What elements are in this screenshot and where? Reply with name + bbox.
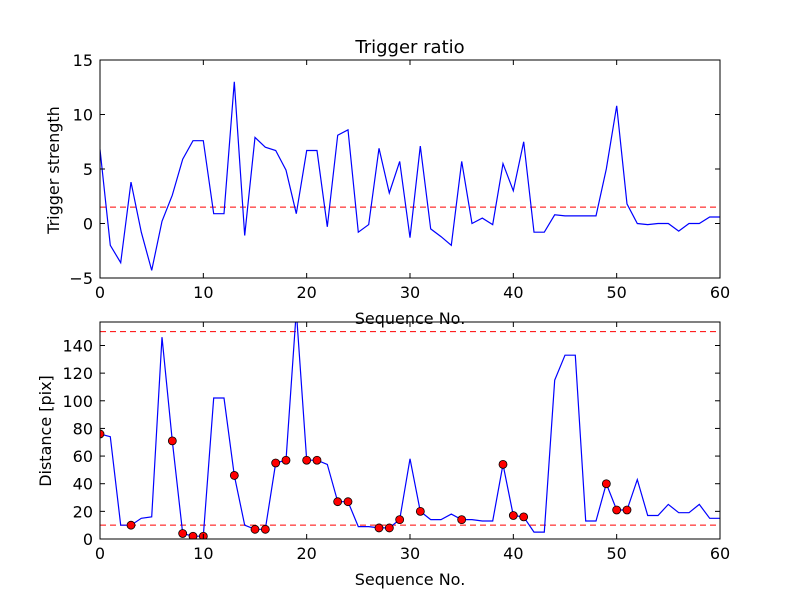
data-point-marker bbox=[167, 436, 177, 446]
y-tick-label: 10 bbox=[73, 106, 93, 125]
data-point-marker bbox=[250, 524, 260, 534]
data-point-marker bbox=[178, 529, 188, 538]
data-point-marker bbox=[612, 505, 622, 515]
trigger-plot-area bbox=[100, 81, 720, 271]
y-tick-label: 5 bbox=[83, 160, 93, 179]
data-point-marker bbox=[519, 512, 529, 522]
data-point-marker bbox=[333, 497, 343, 507]
y-tick-label: 40 bbox=[73, 475, 93, 494]
x-tick-label: 40 bbox=[503, 544, 523, 563]
data-point-marker bbox=[457, 515, 467, 525]
distance-chart: 0 10 20 30 40 50 60 0 20 40 60 80 100 120 140 Sequence… bbox=[36, 321, 730, 589]
data-point-marker bbox=[260, 524, 270, 534]
x-tick-label: 20 bbox=[296, 544, 316, 563]
data-point-marker bbox=[188, 531, 198, 539]
distance-axis-ticks: 0 10 20 30 40 50 60 0 20 40 60 80 100 120 140 bbox=[62, 322, 730, 563]
y-tick-label: 80 bbox=[73, 419, 93, 438]
data-point-marker bbox=[229, 471, 239, 480]
data-point-marker bbox=[374, 523, 384, 533]
x-tick-label: 20 bbox=[296, 283, 316, 302]
y-tick-label: 0 bbox=[83, 530, 93, 549]
series-line bbox=[100, 81, 720, 271]
data-point-marker bbox=[601, 479, 611, 489]
x-tick-label: 60 bbox=[710, 283, 730, 302]
data-point-marker bbox=[100, 429, 105, 439]
y-tick-label: 120 bbox=[62, 364, 93, 383]
data-point-marker bbox=[302, 455, 312, 465]
x-tick-label: 30 bbox=[400, 544, 420, 563]
y-tick-label: 100 bbox=[62, 392, 93, 411]
x-tick-label: 0 bbox=[95, 283, 105, 302]
y-tick-label: 0 bbox=[83, 215, 93, 234]
x-tick-label: 10 bbox=[193, 544, 213, 563]
data-point-marker bbox=[498, 459, 508, 469]
x-tick-label: 30 bbox=[400, 283, 420, 302]
data-point-marker bbox=[384, 523, 394, 533]
y-tick-label: 15 bbox=[73, 51, 93, 70]
plot-clip-group bbox=[100, 81, 720, 271]
y-tick-label: 20 bbox=[73, 502, 93, 521]
y-axis-label: Trigger strength bbox=[44, 106, 63, 235]
x-axis-label: Sequence No. bbox=[355, 309, 466, 328]
x-tick-label: 50 bbox=[606, 544, 626, 563]
data-point-marker bbox=[281, 455, 291, 465]
y-axis-label: Distance [pix] bbox=[36, 375, 55, 487]
y-tick-label: 140 bbox=[62, 336, 93, 355]
data-point-marker bbox=[271, 458, 281, 468]
data-point-marker bbox=[508, 511, 518, 520]
data-point-marker bbox=[415, 506, 425, 516]
data-point-marker bbox=[622, 505, 632, 515]
data-point-marker bbox=[395, 515, 405, 525]
chart-title: Trigger ratio bbox=[354, 37, 464, 58]
x-tick-label: 10 bbox=[193, 283, 213, 302]
y-tick-label: 60 bbox=[73, 447, 93, 466]
x-tick-label: 60 bbox=[710, 544, 730, 563]
x-tick-label: 50 bbox=[606, 283, 626, 302]
x-axis-label: Sequence No. bbox=[355, 570, 466, 589]
x-tick-label: 40 bbox=[503, 283, 523, 302]
data-point-marker bbox=[312, 455, 322, 465]
data-point-marker bbox=[126, 520, 136, 530]
x-tick-label: 0 bbox=[95, 544, 105, 563]
data-point-marker bbox=[343, 497, 353, 507]
y-tick-label: −5 bbox=[69, 269, 93, 288]
